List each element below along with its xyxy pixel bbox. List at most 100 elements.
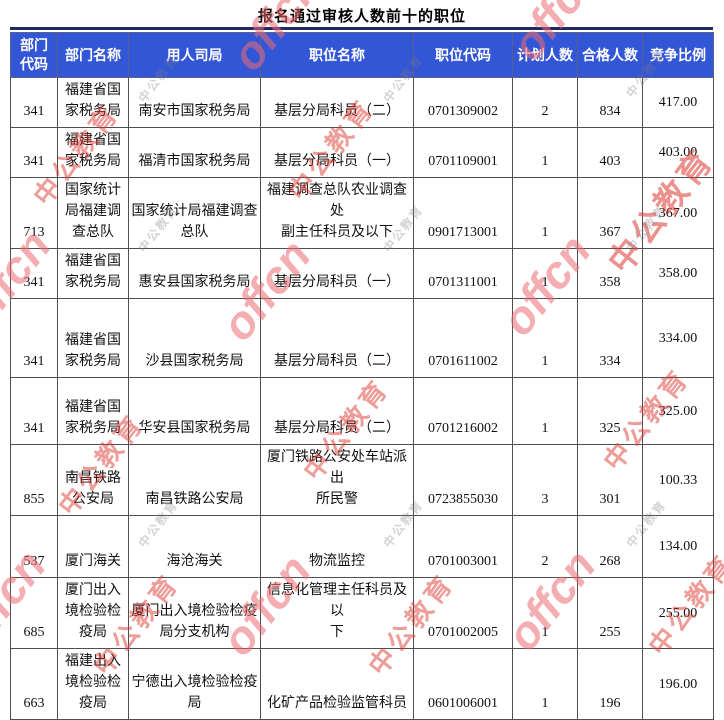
cell-qualified-count: 255 [577, 577, 643, 649]
header-row: 部门 代码 部门名称 用人司局 职位名称 职位代码 计划人数 合格人数 竞争比例 [10, 32, 714, 78]
cell-bureau: 南安市国家税务局 [128, 77, 261, 128]
cell-bureau: 福清市国家税务局 [128, 127, 261, 178]
cell-position-name: 基层分局科员（二） [260, 377, 414, 445]
cell-ratio: 334.00 [642, 298, 714, 378]
table-row: 713 国家统计 局福建调 查总队 国家统计局福建调查 总队 福建调查总队农业调查处 … [10, 177, 714, 249]
cell-planned-count: 1 [512, 248, 578, 299]
cell-planned-count: 1 [512, 127, 578, 178]
table-row: 685 厦门出入 境检验检 疫局 厦门出入境检验检疫 局分支机构 信息化管理主任科员及… [10, 577, 714, 649]
cell-planned-count: 2 [512, 515, 578, 578]
cell-bureau: 华安县国家税务局 [128, 377, 261, 445]
cell-planned-count: 3 [512, 444, 578, 516]
cell-planned-count: 1 [512, 298, 578, 378]
column-header: 合格人数 [577, 32, 643, 78]
cell-dept-code: 855 [10, 444, 58, 516]
cell-position-name: 物流监控 [260, 515, 414, 578]
column-header: 职位名称 [260, 32, 414, 78]
cell-dept-name: 福建出入 境检验检 疫局 [57, 648, 129, 720]
table-row: 537 厦门海关 海沧海关 物流监控 0701003001 2 268 134.00 [10, 515, 714, 578]
cell-ratio: 325.00 [642, 377, 714, 445]
cell-position-name: 基层分局科员（二） [260, 77, 414, 128]
cell-bureau: 国家统计局福建调查 总队 [128, 177, 261, 249]
cell-position-code: 0701611002 [413, 298, 513, 378]
cell-ratio: 403.00 [642, 127, 714, 178]
table-row: 341 福建省国 家税务局 惠安县国家税务局 基层分局科员（一） 0701311001 1… [10, 248, 714, 299]
cell-ratio: 367.00 [642, 177, 714, 249]
cell-dept-name: 厦门海关 [57, 515, 129, 578]
cell-qualified-count: 196 [577, 648, 643, 720]
cell-ratio: 255.00 [642, 577, 714, 649]
cell-qualified-count: 834 [577, 77, 643, 128]
cell-position-name: 化矿产品检验监管科员 [260, 648, 414, 720]
cell-bureau: 厦门出入境检验检疫 局分支机构 [128, 577, 261, 649]
cell-position-code: 0601006001 [413, 648, 513, 720]
table-header: 部门 代码 部门名称 用人司局 职位名称 职位代码 计划人数 合格人数 竞争比例 [10, 32, 714, 78]
cell-position-code: 0723855030 [413, 444, 513, 516]
cell-dept-code: 341 [10, 77, 58, 128]
cell-ratio: 358.00 [642, 248, 714, 299]
cell-dept-name: 福建省国 家税务局 [57, 127, 129, 178]
cell-qualified-count: 334 [577, 298, 643, 378]
cell-position-code: 0701003001 [413, 515, 513, 578]
cell-ratio: 100.33 [642, 444, 714, 516]
cell-bureau: 沙县国家税务局 [128, 298, 261, 378]
table-row: 663 福建出入 境检验检 疫局 宁德出入境检验检疫 局化矿产品检验监管科员 0601… [10, 648, 714, 720]
table-body: 341 福建省国 家税务局 南安市国家税务局 基层分局科员（二） 0701309002 2… [10, 77, 714, 720]
cell-planned-count: 1 [512, 577, 578, 649]
top-ten-positions-table: 部门 代码 部门名称 用人司局 职位名称 职位代码 计划人数 合格人数 竞争比例 341 福建省… [10, 32, 714, 720]
cell-qualified-count: 325 [577, 377, 643, 445]
cell-dept-name: 福建省国 家税务局 [57, 377, 129, 445]
cell-bureau: 海沧海关 [128, 515, 261, 578]
cell-ratio: 134.00 [642, 515, 714, 578]
column-header: 竞争比例 [642, 32, 714, 78]
cell-ratio: 417.00 [642, 77, 714, 128]
cell-position-code: 0901713001 [413, 177, 513, 249]
column-header: 部门名称 [57, 32, 129, 78]
cell-dept-code: 537 [10, 515, 58, 578]
table-row: 341 福建省国 家税务局 华安县国家税务局 基层分局科员（二） 0701216002 1… [10, 377, 714, 445]
table-row: 341 福建省国 家税务局 沙县国家税务局 基层分局科员（二） 0701611002 1 3… [10, 298, 714, 378]
cell-dept-code: 341 [10, 248, 58, 299]
cell-qualified-count: 403 [577, 127, 643, 178]
column-header: 计划人数 [512, 32, 578, 78]
column-header: 部门 代码 [10, 32, 58, 78]
cell-dept-name: 南昌铁路 公安局 [57, 444, 129, 516]
table-row: 855 南昌铁路 公安局 南昌铁路公安局 厦门铁路公安处车站派出 所民警 0723855… [10, 444, 714, 516]
cell-dept-code: 341 [10, 298, 58, 378]
cell-position-code: 0701309002 [413, 77, 513, 128]
cell-dept-name: 福建省国 家税务局 [57, 77, 129, 128]
cell-dept-name: 厦门出入 境检验检 疫局 [57, 577, 129, 649]
cell-bureau: 宁德出入境检验检疫 局 [128, 648, 261, 720]
title-divider-rule [10, 27, 713, 30]
cell-position-code: 0701002005 [413, 577, 513, 649]
cell-position-name: 福建调查总队农业调查处 副主任科员及以下 [260, 177, 414, 249]
cell-planned-count: 1 [512, 377, 578, 445]
cell-qualified-count: 358 [577, 248, 643, 299]
table-row: 341 福建省国 家税务局 南安市国家税务局 基层分局科员（二） 0701309002 2… [10, 77, 714, 128]
cell-qualified-count: 268 [577, 515, 643, 578]
page-title: 报名通过审核人数前十的职位 [257, 8, 466, 25]
cell-dept-code: 341 [10, 377, 58, 445]
cell-bureau: 惠安县国家税务局 [128, 248, 261, 299]
cell-qualified-count: 367 [577, 177, 643, 249]
cell-planned-count: 2 [512, 77, 578, 128]
cell-ratio: 196.00 [642, 648, 714, 720]
cell-planned-count: 1 [512, 648, 578, 720]
table-row: 341 福建省国 家税务局 福清市国家税务局 基层分局科员（一） 0701109001 1… [10, 127, 714, 178]
cell-dept-name: 福建省国 家税务局 [57, 298, 129, 378]
cell-dept-code: 341 [10, 127, 58, 178]
cell-position-name: 信息化管理主任科员及以 下 [260, 577, 414, 649]
column-header: 职位代码 [413, 32, 513, 78]
cell-position-code: 0701109001 [413, 127, 513, 178]
cell-planned-count: 1 [512, 177, 578, 249]
cell-position-name: 基层分局科员（一） [260, 127, 414, 178]
column-header: 用人司局 [128, 32, 261, 78]
cell-dept-name: 福建省国 家税务局 [57, 248, 129, 299]
cell-position-name: 厦门铁路公安处车站派出 所民警 [260, 444, 414, 516]
cell-bureau: 南昌铁路公安局 [128, 444, 261, 516]
cell-dept-name: 国家统计 局福建调 查总队 [57, 177, 129, 249]
cell-qualified-count: 301 [577, 444, 643, 516]
cell-position-code: 0701311001 [413, 248, 513, 299]
cell-dept-code: 713 [10, 177, 58, 249]
